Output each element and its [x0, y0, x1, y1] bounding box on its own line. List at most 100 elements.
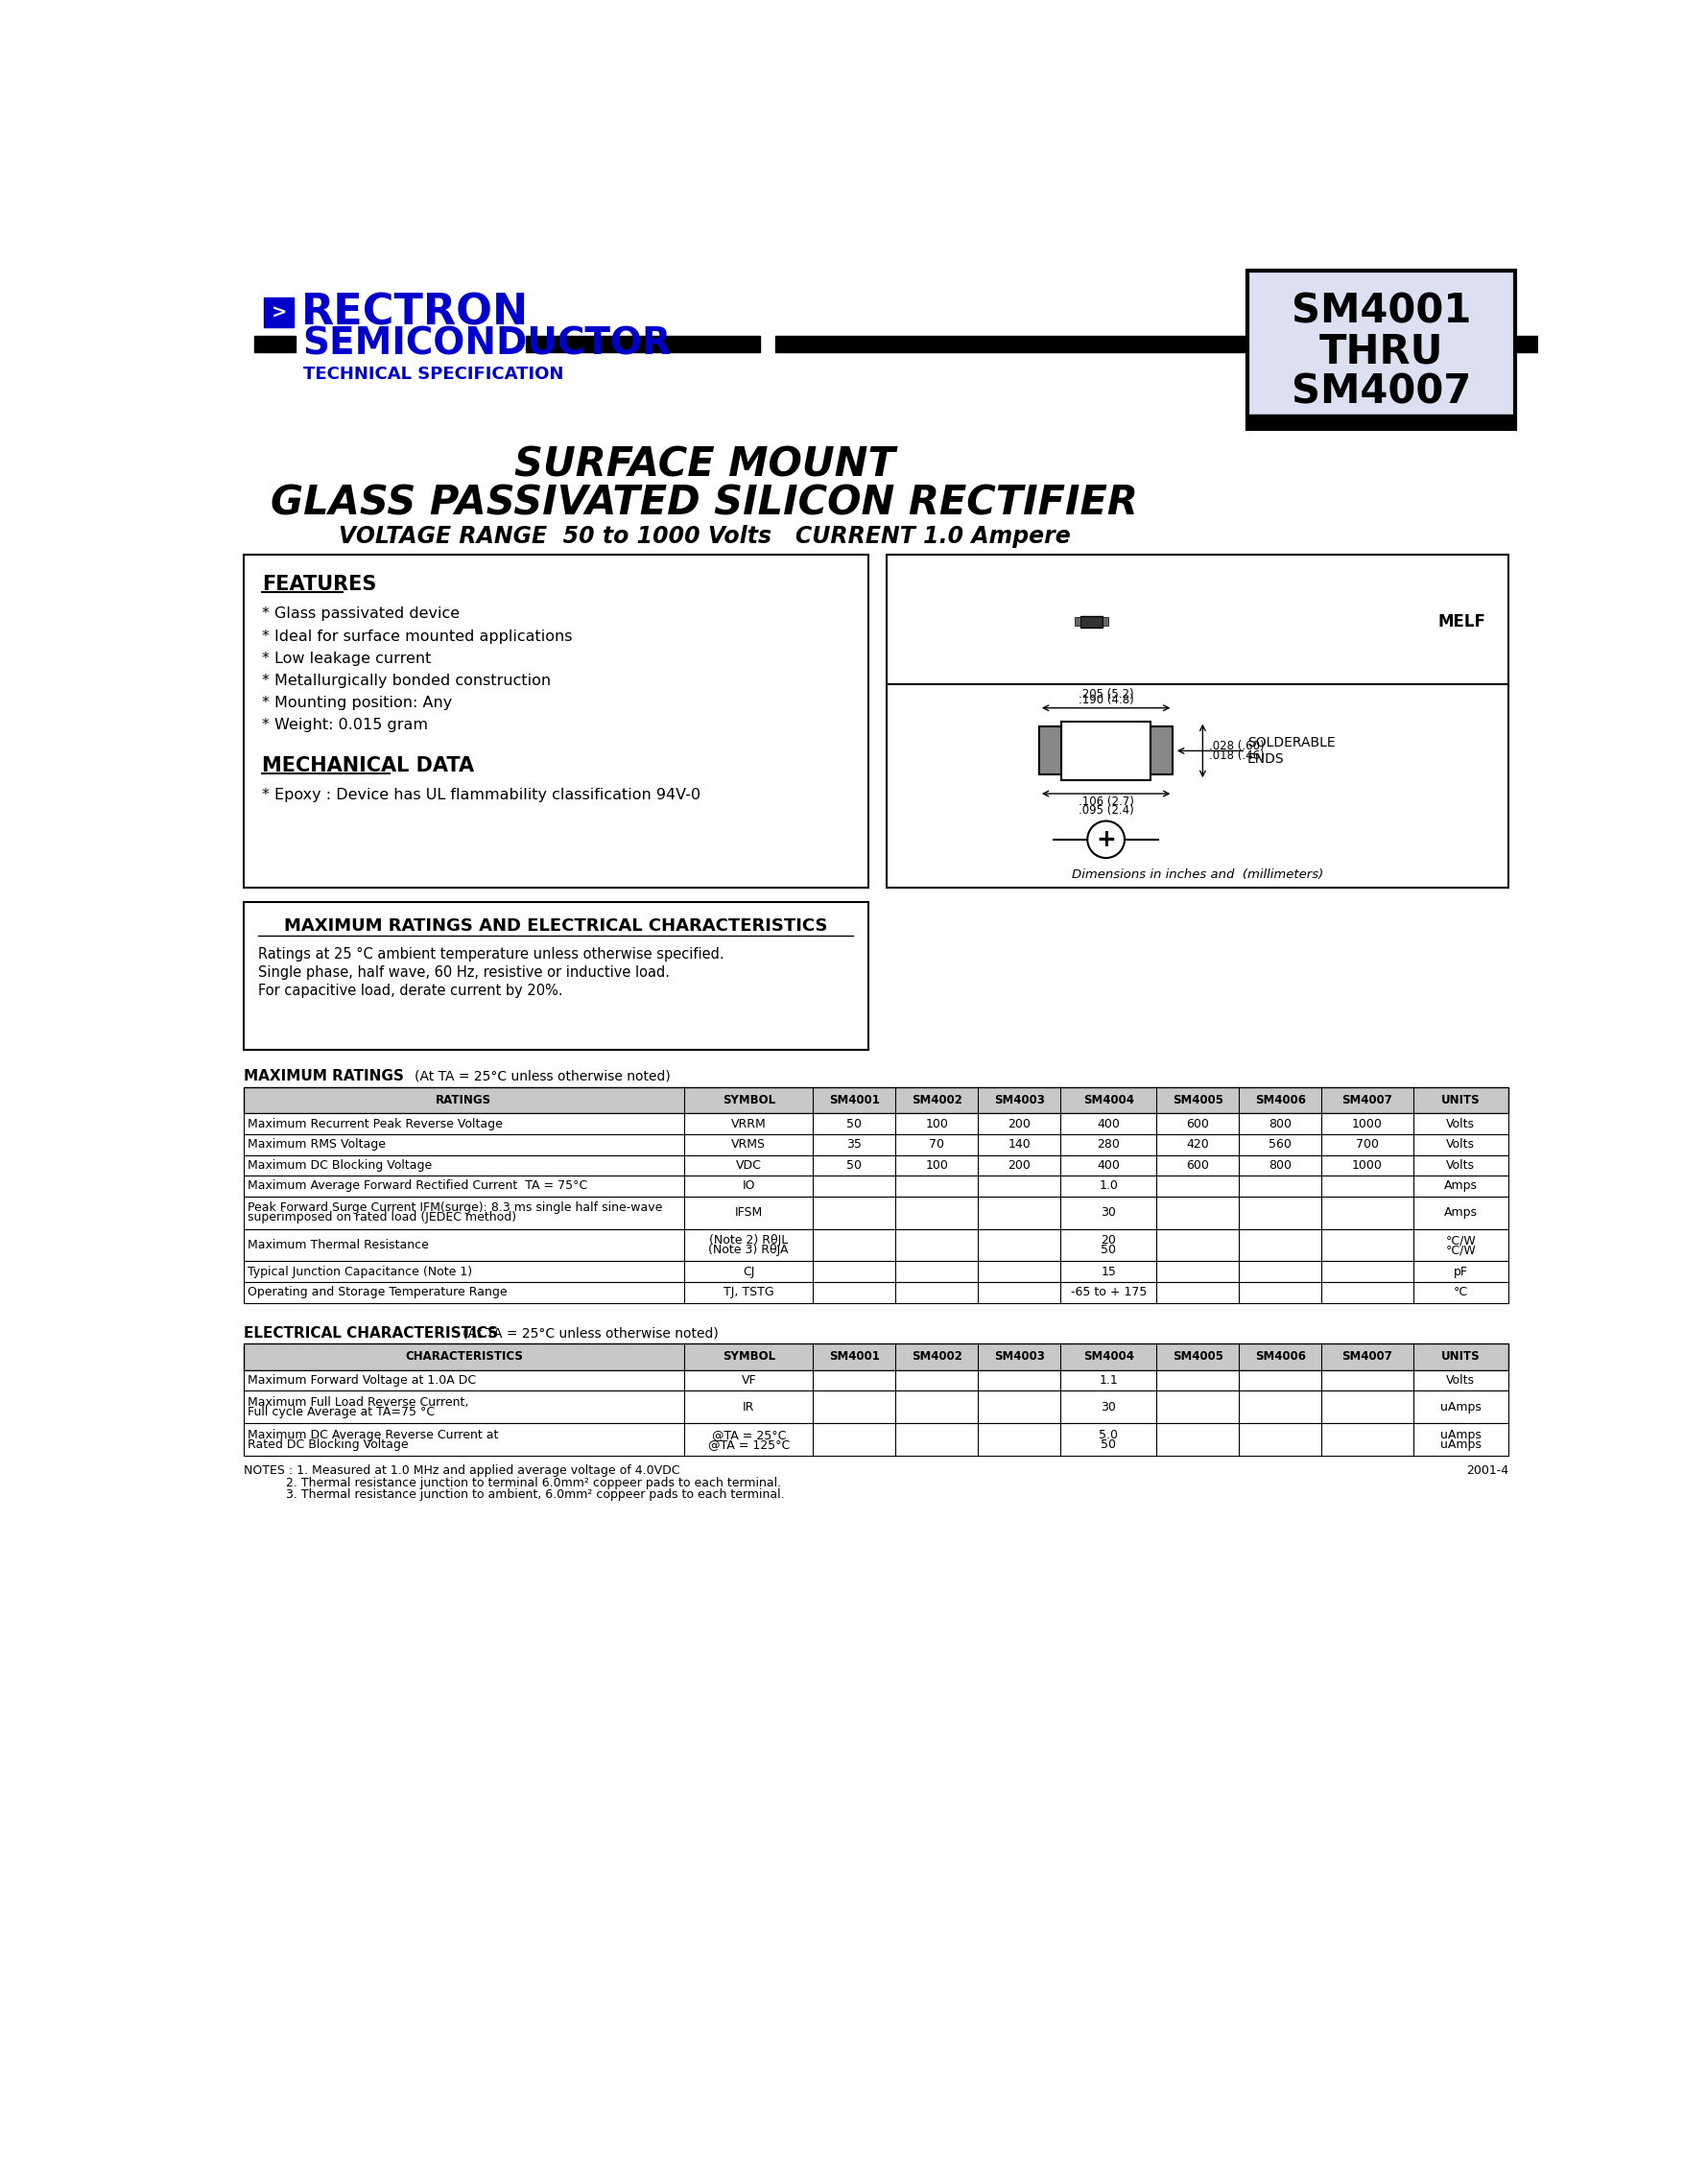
Text: Amps: Amps [1443, 1206, 1477, 1219]
Text: SM4001: SM4001 [1291, 292, 1471, 331]
Text: * Mounting position: Any: * Mounting position: Any [261, 696, 453, 709]
Bar [243, 1135, 1508, 1155]
Text: 1.1: 1.1 [1098, 1375, 1117, 1386]
Text: GLASS PASSIVATED SILICON RECTIFIER: GLASS PASSIVATED SILICON RECTIFIER [270, 482, 1138, 523]
Text: CJ: CJ [743, 1265, 755, 1278]
Text: 20: 20 [1100, 1235, 1115, 1247]
Text: ELECTRICAL CHARACTERISTICS: ELECTRICAL CHARACTERISTICS [243, 1325, 497, 1340]
Text: (Note 2) RθJL: (Note 2) RθJL [709, 1235, 787, 1247]
Bar [243, 1343, 1508, 1371]
Text: 50: 50 [845, 1159, 861, 1172]
Bar [1247, 415, 1515, 430]
Text: SM4003: SM4003 [994, 1351, 1044, 1362]
Text: Maximum RMS Voltage: Maximum RMS Voltage [248, 1139, 384, 1150]
Text: Typical Junction Capacitance (Note 1): Typical Junction Capacitance (Note 1) [248, 1265, 471, 1278]
Bar [243, 1390, 1508, 1423]
Text: Peak Forward Surge Current IFM(surge): 8.3 ms single half sine-wave: Peak Forward Surge Current IFM(surge): 8… [248, 1202, 661, 1215]
Bar [254, 337, 295, 352]
Text: (At TA = 25°C unless otherwise noted): (At TA = 25°C unless otherwise noted) [463, 1325, 719, 1340]
Bar [1102, 616, 1107, 627]
Text: >: > [272, 303, 287, 322]
Text: RECTRON: RECTRON [301, 292, 529, 333]
Text: pF: pF [1454, 1265, 1467, 1278]
Text: Volts: Volts [1445, 1159, 1474, 1172]
Text: Amps: Amps [1443, 1180, 1477, 1191]
Text: MAXIMUM RATINGS: MAXIMUM RATINGS [243, 1070, 403, 1083]
Text: Single phase, half wave, 60 Hz, resistive or inductive load.: Single phase, half wave, 60 Hz, resistiv… [258, 964, 670, 979]
Bar [243, 1196, 1508, 1228]
Text: .205 (5.2): .205 (5.2) [1078, 688, 1132, 700]
Text: SM4004: SM4004 [1083, 1351, 1134, 1362]
Text: SM4004: SM4004 [1083, 1094, 1134, 1107]
Bar [243, 1155, 1508, 1176]
Text: For capacitive load, derate current by 20%.: For capacitive load, derate current by 2… [258, 984, 562, 999]
Text: SM4007: SM4007 [1341, 1351, 1392, 1362]
Text: °C/W: °C/W [1445, 1243, 1476, 1256]
Text: Maximum Full Load Reverse Current,: Maximum Full Load Reverse Current, [248, 1397, 468, 1407]
Text: TECHNICAL SPECIFICATION: TECHNICAL SPECIFICATION [302, 365, 564, 383]
Text: 200: 200 [1008, 1118, 1030, 1131]
Bar [1149, 726, 1172, 774]
Text: 70: 70 [929, 1139, 945, 1150]
Text: 30: 30 [1100, 1206, 1115, 1219]
Text: Operating and Storage Temperature Range: Operating and Storage Temperature Range [248, 1286, 507, 1299]
Text: UNITS: UNITS [1440, 1094, 1479, 1107]
Bar [243, 1228, 1508, 1260]
Text: Full cycle Average at TA=75 °C: Full cycle Average at TA=75 °C [248, 1405, 434, 1418]
Bar [243, 902, 868, 1051]
Text: 15: 15 [1100, 1265, 1115, 1278]
Text: * Weight: 0.015 gram: * Weight: 0.015 gram [261, 718, 427, 733]
Bar [265, 298, 294, 326]
Text: 200: 200 [1008, 1159, 1030, 1172]
Text: RATINGS: RATINGS [436, 1094, 492, 1107]
Text: NOTES : 1. Measured at 1.0 MHz and applied average voltage of 4.0VDC: NOTES : 1. Measured at 1.0 MHz and appli… [243, 1464, 680, 1477]
Text: 1.0: 1.0 [1098, 1180, 1117, 1191]
Text: .018 (.46): .018 (.46) [1208, 748, 1264, 761]
Text: 600: 600 [1185, 1159, 1209, 1172]
Text: SM4001: SM4001 [828, 1351, 880, 1362]
Text: VDC: VDC [736, 1159, 762, 1172]
Text: SM4007: SM4007 [1291, 372, 1471, 413]
Text: 420: 420 [1185, 1139, 1209, 1150]
Text: * Glass passivated device: * Glass passivated device [261, 608, 459, 620]
Text: IO: IO [741, 1180, 755, 1191]
Text: -65 to + 175: -65 to + 175 [1069, 1286, 1146, 1299]
Text: 100: 100 [924, 1118, 948, 1131]
Text: IR: IR [743, 1401, 755, 1414]
Text: Maximum DC Blocking Voltage: Maximum DC Blocking Voltage [248, 1159, 432, 1172]
Text: Volts: Volts [1445, 1139, 1474, 1150]
Text: TJ, TSTG: TJ, TSTG [722, 1286, 774, 1299]
Text: (Note 3) RθJA: (Note 3) RθJA [709, 1243, 789, 1256]
Text: 3. Thermal resistance junction to ambient, 6.0mm² coppeer pads to each terminal.: 3. Thermal resistance junction to ambien… [243, 1487, 784, 1500]
Bar [526, 337, 760, 352]
Text: UNITS: UNITS [1440, 1351, 1479, 1362]
Text: * Metallurgically bonded construction: * Metallurgically bonded construction [261, 672, 550, 688]
Text: °C: °C [1452, 1286, 1467, 1299]
Text: SM4002: SM4002 [910, 1351, 962, 1362]
Bar [1061, 722, 1149, 780]
Text: SEMICONDUCTOR: SEMICONDUCTOR [302, 326, 671, 363]
Text: 2. Thermal resistance junction to terminal 6.0mm² coppeer pads to each terminal.: 2. Thermal resistance junction to termin… [243, 1477, 781, 1490]
Text: SM4006: SM4006 [1254, 1094, 1305, 1107]
Text: Maximum Thermal Resistance: Maximum Thermal Resistance [248, 1239, 429, 1252]
Text: SM4002: SM4002 [910, 1094, 962, 1107]
Text: SYMBOL: SYMBOL [722, 1351, 775, 1362]
Text: 280: 280 [1097, 1139, 1119, 1150]
Text: SM4005: SM4005 [1172, 1351, 1223, 1362]
Text: MELF: MELF [1438, 612, 1486, 629]
Text: @TA = 125°C: @TA = 125°C [707, 1438, 789, 1451]
Text: VF: VF [741, 1375, 755, 1386]
Text: Maximum DC Average Reverse Current at: Maximum DC Average Reverse Current at [248, 1429, 497, 1440]
Text: 35: 35 [845, 1139, 861, 1150]
Text: Dimensions in inches and  (millimeters): Dimensions in inches and (millimeters) [1071, 867, 1322, 880]
Text: .190 (4.8): .190 (4.8) [1078, 694, 1132, 707]
Text: superimposed on rated load (JEDEC method): superimposed on rated load (JEDEC method… [248, 1211, 516, 1224]
Bar [243, 1371, 1508, 1390]
Text: .095 (2.4): .095 (2.4) [1078, 804, 1132, 817]
Text: SM4007: SM4007 [1341, 1094, 1392, 1107]
Text: 5.0: 5.0 [1098, 1429, 1117, 1440]
Text: Volts: Volts [1445, 1118, 1474, 1131]
Text: THRU: THRU [1319, 331, 1443, 372]
Bar [775, 337, 1245, 352]
Text: 50: 50 [845, 1118, 861, 1131]
